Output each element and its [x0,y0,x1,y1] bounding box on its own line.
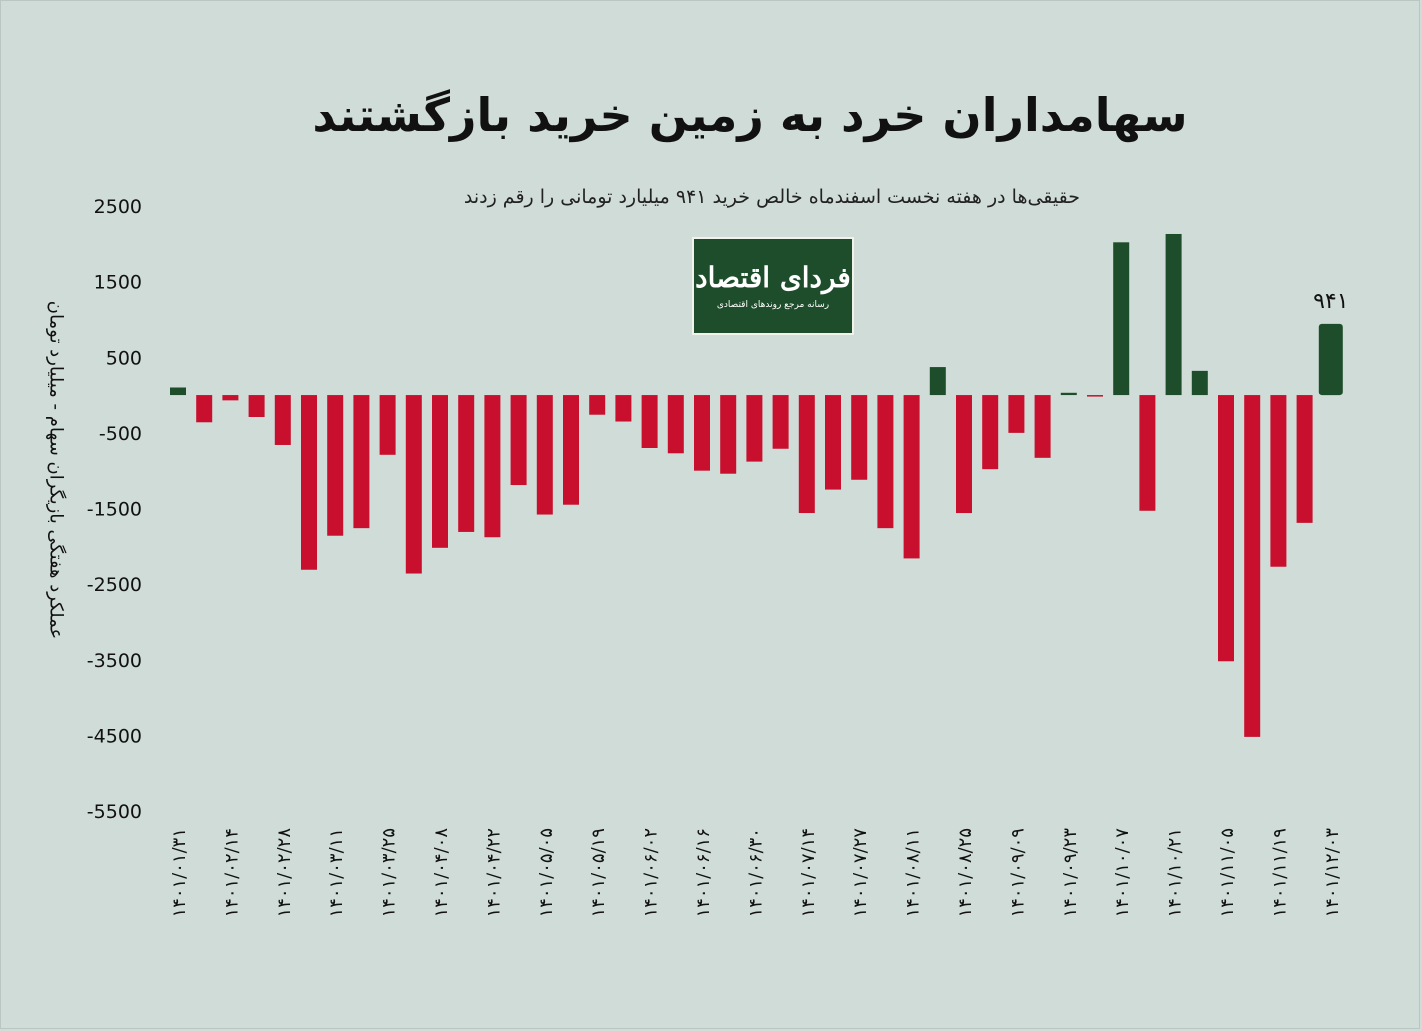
y-tick-label: -5500 [87,801,142,823]
brand-logo: فردای اقتصاد رسانه مرجع روندهای اقتصادی [692,237,854,335]
x-tick-label: ۱۴۰۱/۰۱/۳۱ [169,828,190,917]
x-tick-label: ۱۴۰۱/۰۲/۱۴ [221,828,242,917]
bar [929,367,946,396]
bar [432,395,448,548]
chart-subtitle: حقیقی‌ها در هفته نخست اسفندماه خالص خرید… [463,186,1080,208]
x-tick-label: ۱۴۰۱/۰۴/۰۸ [431,828,452,918]
bar [1087,395,1103,397]
y-tick-label: -2500 [87,574,142,596]
bar [589,395,606,415]
bar [1218,395,1234,662]
bar [1244,395,1261,737]
bar [222,395,239,401]
bar [1034,395,1051,458]
bar [694,395,710,471]
x-tick-label: ۱۴۰۱/۱۱/۱۹ [1269,828,1290,917]
x-tick-label: ۱۴۰۱/۰۶/۰۲ [641,828,662,917]
x-tick-label: ۱۴۰۱/۱۰/۰۷ [1112,828,1133,918]
bar [798,395,815,514]
bar [301,395,317,570]
brand-logo-tagline: رسانه مرجع روندهای اقتصادی [716,300,830,310]
bar [327,395,344,536]
x-tick-label: ۱۴۰۱/۰۵/۱۹ [588,828,609,917]
bar [772,395,789,449]
bar [510,395,527,486]
bar [1113,242,1130,396]
x-tick-label: ۱۴۰۱/۰۹/۲۳ [1060,828,1081,918]
bar [536,395,553,515]
bar [196,395,213,423]
x-tick-label: ۱۴۰۱/۱۲/۰۳ [1322,828,1343,918]
bar [746,395,763,462]
bar [563,395,579,505]
bar [379,395,396,455]
x-tick-label: ۱۴۰۱/۰۸/۲۵ [955,828,976,917]
y-tick-label: -3500 [87,650,142,672]
brand-logo-name: فردای اقتصاد [695,261,851,294]
x-tick-label: ۱۴۰۱/۰۸/۱۱ [903,828,924,917]
x-tick-label: ۱۴۰۱/۰۳/۱۱ [326,828,347,917]
bar [1296,395,1313,523]
bar [1139,395,1156,511]
bar [1191,370,1208,396]
x-tick-label: ۱۴۰۱/۱۰/۲۱ [1165,828,1186,917]
bar [825,395,841,490]
bar [982,395,999,470]
bar [956,395,972,514]
bar [851,395,868,480]
bar [458,395,475,532]
y-tick-label: 2500 [94,196,142,218]
bar [274,395,291,445]
x-tick-label: ۱۴۰۱/۱۱/۰۵ [1217,828,1238,917]
bar [248,395,265,417]
data-label: ۹۴۱ [1313,289,1348,314]
x-tick-label: ۱۴۰۱/۰۲/۲۸ [274,828,295,918]
chart-title: سهامداران خرد به زمین خرید بازگشتند [312,88,1188,142]
bar [484,395,501,538]
bar [405,395,422,574]
bar [720,395,737,474]
bar [1060,392,1077,396]
y-tick-label: -4500 [87,725,142,747]
bar [903,395,920,559]
y-tick-label: 1500 [94,272,142,294]
y-tick-label: -500 [99,423,142,445]
y-tick-label: -1500 [87,499,142,521]
x-tick-label: ۱۴۰۱/۰۹/۰۹ [1007,828,1028,917]
x-tick-label: ۱۴۰۱/۰۳/۲۵ [379,828,400,917]
x-tick-label: ۱۴۰۱/۰۶/۱۶ [693,828,714,917]
bar [667,395,684,454]
bar [1270,395,1287,567]
x-tick-label: ۱۴۰۱/۰۷/۲۷ [850,828,871,918]
bar [1165,233,1182,396]
bar [615,395,632,422]
bar [877,395,894,529]
bar [353,395,370,529]
x-tick-label: ۱۴۰۱/۰۵/۰۵ [536,828,557,917]
bar [1318,323,1343,396]
y-tick-label: 500 [106,347,142,369]
x-tick-label: ۱۴۰۱/۰۷/۱۴ [798,828,819,917]
bar [1008,395,1025,433]
x-tick-label: ۱۴۰۱/۰۴/۲۲ [483,828,504,917]
x-tick-label: ۱۴۰۱/۰۶/۳۰ [745,828,766,917]
bar [170,387,186,396]
bar [641,395,658,448]
